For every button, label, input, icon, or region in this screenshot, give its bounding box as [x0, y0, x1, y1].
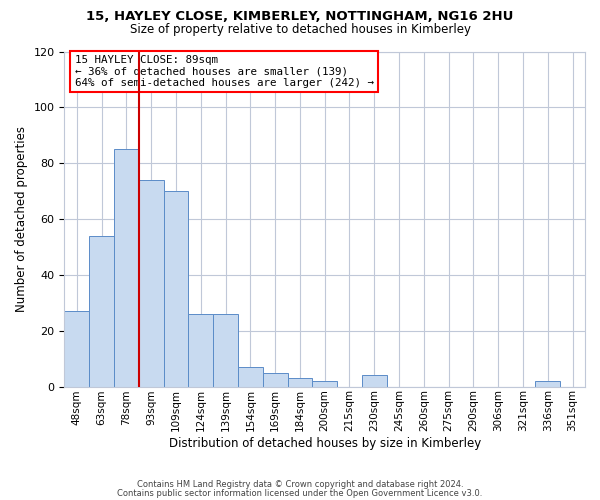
Bar — [362, 376, 386, 386]
Bar — [263, 372, 287, 386]
Text: Size of property relative to detached houses in Kimberley: Size of property relative to detached ho… — [130, 22, 470, 36]
Bar — [535, 381, 560, 386]
Text: 15 HAYLEY CLOSE: 89sqm
← 36% of detached houses are smaller (139)
64% of semi-de: 15 HAYLEY CLOSE: 89sqm ← 36% of detached… — [75, 55, 374, 88]
Bar — [114, 149, 139, 386]
X-axis label: Distribution of detached houses by size in Kimberley: Distribution of detached houses by size … — [169, 437, 481, 450]
Bar — [238, 367, 263, 386]
Text: 15, HAYLEY CLOSE, KIMBERLEY, NOTTINGHAM, NG16 2HU: 15, HAYLEY CLOSE, KIMBERLEY, NOTTINGHAM,… — [86, 10, 514, 23]
Bar — [89, 236, 114, 386]
Text: Contains HM Land Registry data © Crown copyright and database right 2024.: Contains HM Land Registry data © Crown c… — [137, 480, 463, 489]
Bar — [313, 381, 337, 386]
Text: Contains public sector information licensed under the Open Government Licence v3: Contains public sector information licen… — [118, 488, 482, 498]
Bar — [287, 378, 313, 386]
Bar — [188, 314, 213, 386]
Bar — [164, 191, 188, 386]
Bar — [64, 311, 89, 386]
Bar — [139, 180, 164, 386]
Bar — [213, 314, 238, 386]
Y-axis label: Number of detached properties: Number of detached properties — [15, 126, 28, 312]
